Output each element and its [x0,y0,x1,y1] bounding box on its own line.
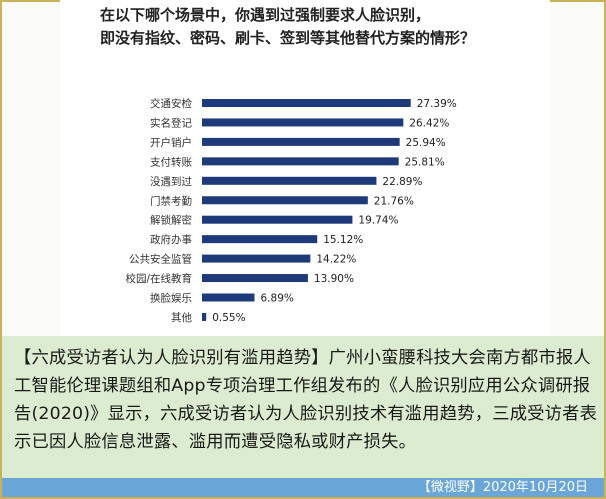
category-label: 门禁考勤 [150,194,192,207]
category-label: 支付转账 [150,155,192,168]
bar-chart: 交通安检 27.39% 实名登记 26.42% 开户销户 25.94% 支付转账 25.81%… [125,97,457,324]
bar [202,312,207,321]
caption-body: 广州小蛮腰科技大会南方都市报人工智能伦理课题组和App专项治理工作组发布的《人脸… [14,348,598,452]
bar [202,176,377,185]
value-label: 19.74% [358,215,398,227]
value-label: 22.89% [382,176,422,188]
category-label: 其他 [171,311,192,324]
bar [202,196,368,205]
category-label: 公共安全监管 [129,253,192,266]
bar [202,118,404,127]
category-label: 实名登记 [150,116,192,129]
chart-title-line-2: 即没有指纹、密码、刷卡、签到等其他替代方案的情形？ [100,29,476,47]
category-label: 开户销户 [150,136,192,149]
source-label: 【微视野】2020年10月20日 [417,480,588,495]
bar [202,137,400,146]
bar [202,235,318,244]
value-label: 25.94% [406,137,446,149]
value-label: 27.39% [417,98,457,110]
category-label: 交通安检 [150,97,192,110]
value-label: 25.81% [405,156,445,168]
chart-title: 在以下哪个场景中，你遇到过强制要求人脸识别， 即没有指纹、密码、刷卡、签到等其他… [100,4,540,50]
caption-text: 【六成受访者认为人脸识别有滥用趋势】广州小蛮腰科技大会南方都市报人工智能伦理课题… [14,344,598,456]
source-bar: 【微视野】2020年10月20日 [2,478,604,497]
bar [202,99,411,107]
value-label: 26.42% [409,117,449,129]
caption-headline: 【六成受访者认为人脸识别有滥用趋势】 [14,348,329,368]
value-label: 0.55% [212,312,245,324]
bar [202,215,353,224]
bar [202,274,308,283]
bar [202,293,255,302]
bar [202,254,311,263]
bar [202,157,399,166]
category-label: 没遇到过 [150,175,192,188]
chart-title-line-1: 在以下哪个场景中，你遇到过强制要求人脸识别， [100,6,431,24]
value-label: 14.22% [316,254,356,266]
value-label: 13.90% [314,273,354,285]
category-label: 校园/在线教育 [125,272,192,285]
caption-box: 【六成受访者认为人脸识别有滥用趋势】广州小蛮腰科技大会南方都市报人工智能伦理课题… [2,336,604,497]
value-label: 21.76% [374,195,414,207]
category-label: 换脸娱乐 [150,292,192,305]
category-label: 政府办事 [150,233,192,246]
value-label: 15.12% [323,234,363,246]
category-label: 解锁解密 [150,214,192,227]
value-label: 6.89% [261,293,294,305]
